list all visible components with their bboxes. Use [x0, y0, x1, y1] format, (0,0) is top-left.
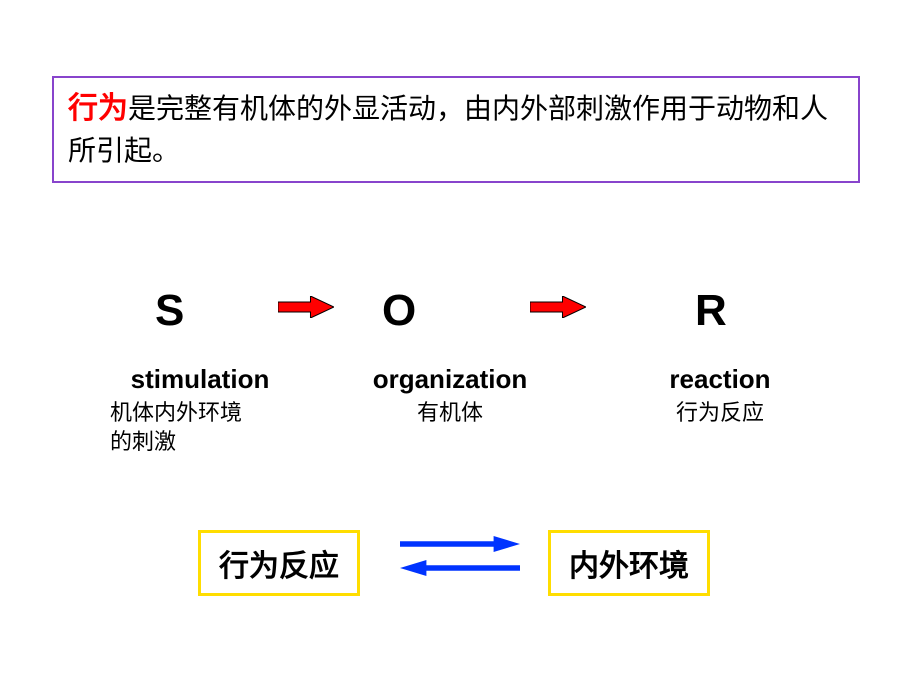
sor-letter: S [100, 286, 300, 336]
definition-highlight: 行为 [68, 92, 128, 125]
feedback-box-left: 行为反应 [198, 530, 360, 596]
sor-letter: R [620, 286, 820, 336]
sor-letter: O [350, 286, 550, 336]
sor-column-o: Oorganization 有机体 [350, 286, 550, 428]
sor-chinese-label: 有机体 [350, 399, 550, 428]
feedback-box-right: 内外环境 [548, 530, 710, 596]
blue-arrow-icon-left [400, 560, 520, 581]
sor-english-label: organization [350, 364, 550, 395]
sor-chinese-label: 行为反应 [620, 399, 820, 428]
sor-english-label: reaction [620, 364, 820, 395]
blue-arrow-icon-right [400, 536, 520, 557]
definition-box: 行为是完整有机体的外显活动，由内外部刺激作用于动物和人所引起。 [52, 76, 860, 183]
sor-english-label: stimulation [100, 364, 300, 395]
sor-column-s: Sstimulation 机体内外环境的刺激 [100, 286, 300, 456]
red-arrow-icon [530, 296, 586, 323]
definition-body: 是完整有机体的外显活动，由内外部刺激作用于动物和人所引起。 [68, 94, 828, 167]
sor-chinese-label: 机体内外环境的刺激 [100, 399, 300, 456]
sor-column-r: Rreaction 行为反应 [620, 286, 820, 428]
red-arrow-icon [278, 296, 334, 323]
